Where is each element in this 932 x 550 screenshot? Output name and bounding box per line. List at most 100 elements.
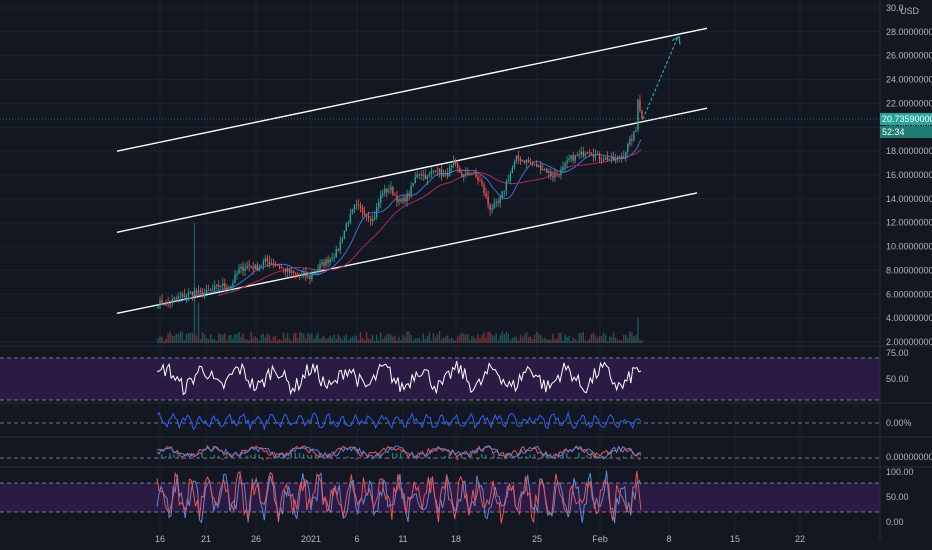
macd-histogram-bar: [375, 456, 378, 458]
volume-bar: [337, 334, 339, 343]
volume-bar: [167, 333, 169, 343]
macd-histogram-bar: [323, 456, 325, 458]
candle-body: [503, 190, 505, 192]
volume-bar: [193, 223, 196, 343]
candle-body: [527, 160, 530, 163]
macd-histogram-bar: [541, 454, 544, 458]
candle-body: [165, 302, 167, 306]
volume-bar: [290, 340, 293, 343]
candle-body: [562, 166, 564, 170]
rsi-tick-label: 75.00: [886, 348, 909, 358]
candle-body: [240, 266, 242, 269]
trend-channels[interactable]: [0, 27, 880, 315]
volume-bar: [598, 335, 601, 343]
candle-body: [292, 271, 295, 274]
candle-body: [550, 171, 552, 177]
volume-bar: [438, 331, 441, 343]
candle-body: [584, 153, 586, 156]
macd-histogram-bar: [614, 457, 617, 458]
volume-bar: [266, 333, 269, 343]
candle-body: [378, 202, 380, 208]
candle-body: [412, 183, 414, 186]
volume-bar: [258, 340, 260, 343]
volume-bar: [307, 332, 309, 343]
volume-bar: [408, 331, 410, 343]
candle-body: [410, 185, 412, 196]
time-tick-label: 25: [532, 534, 542, 544]
candle-body: [236, 273, 238, 275]
volume-bar: [228, 335, 230, 343]
candle-body: [533, 163, 536, 165]
volume-bar: [574, 339, 576, 343]
macd-histogram-bar: [177, 454, 179, 458]
price-tick-label: 2.00000000: [886, 337, 932, 347]
volume-bar: [181, 331, 184, 343]
volume-bar: [371, 335, 374, 343]
volume-bar: [538, 333, 540, 343]
rsi-line: [157, 360, 642, 396]
volume-bar: [428, 332, 431, 343]
volume-bar: [477, 334, 479, 343]
candle-body: [161, 300, 163, 305]
macd-histogram-bar: [205, 458, 207, 459]
volume-bar: [578, 332, 580, 343]
volume-bar: [596, 337, 599, 343]
macd-histogram-bar: [254, 454, 256, 458]
candle-body: [361, 207, 364, 213]
macd-histogram-bar: [630, 454, 633, 458]
stochastic-pane: [0, 470, 880, 524]
volume-bar: [416, 338, 418, 343]
projection-arrow: [642, 36, 679, 120]
candle-body: [234, 274, 236, 284]
volume-bar: [546, 339, 548, 343]
candle-body: [226, 287, 228, 290]
candle-body: [477, 176, 479, 181]
candle-body: [436, 171, 439, 173]
candle-body: [163, 304, 165, 306]
volume-bar: [517, 340, 520, 343]
volume-bar: [159, 336, 161, 343]
macd-histogram-bar: [242, 458, 244, 459]
volume-bar: [414, 338, 416, 343]
candle-body: [519, 158, 522, 162]
candle-body: [544, 168, 546, 170]
macd-histogram-bar: [412, 456, 414, 458]
candle-body: [627, 144, 629, 152]
rsi-pane: [0, 357, 880, 401]
macd-histogram-bar: [266, 458, 268, 460]
currency-label[interactable]: USD: [900, 6, 920, 16]
volume-bar: [440, 339, 443, 343]
volume-bar: [301, 332, 303, 343]
rsi-band: [0, 358, 880, 400]
candle-body: [244, 268, 246, 271]
volume-bar: [590, 334, 593, 343]
macd-histogram-bar: [258, 454, 260, 458]
candle-body: [222, 283, 224, 286]
volume-bar: [388, 333, 390, 343]
macd-histogram-bar: [590, 452, 592, 458]
volume-bar: [276, 340, 279, 343]
volume-bar: [335, 338, 337, 343]
candle-body: [329, 258, 331, 263]
candle-body: [203, 293, 206, 297]
volume-bar: [321, 337, 323, 343]
candle-body: [380, 194, 382, 203]
volume-bar: [461, 332, 463, 343]
candle-body: [444, 173, 447, 175]
candle-body: [505, 182, 508, 191]
candle-body: [207, 289, 210, 291]
candle-body: [475, 172, 477, 177]
volume-bar: [469, 339, 471, 343]
pct-tick-label: 0.00%: [886, 418, 912, 428]
candle-body: [509, 173, 512, 181]
candle-body: [262, 261, 265, 266]
candle-body: [311, 275, 313, 280]
volume-bar: [434, 336, 437, 343]
macd-histogram-bar: [400, 452, 402, 458]
candle-body: [548, 171, 550, 173]
stoch-tick-label: 100.00: [886, 467, 914, 477]
candle-body: [187, 292, 190, 296]
candle-body: [608, 159, 611, 161]
candle-body: [307, 275, 309, 278]
